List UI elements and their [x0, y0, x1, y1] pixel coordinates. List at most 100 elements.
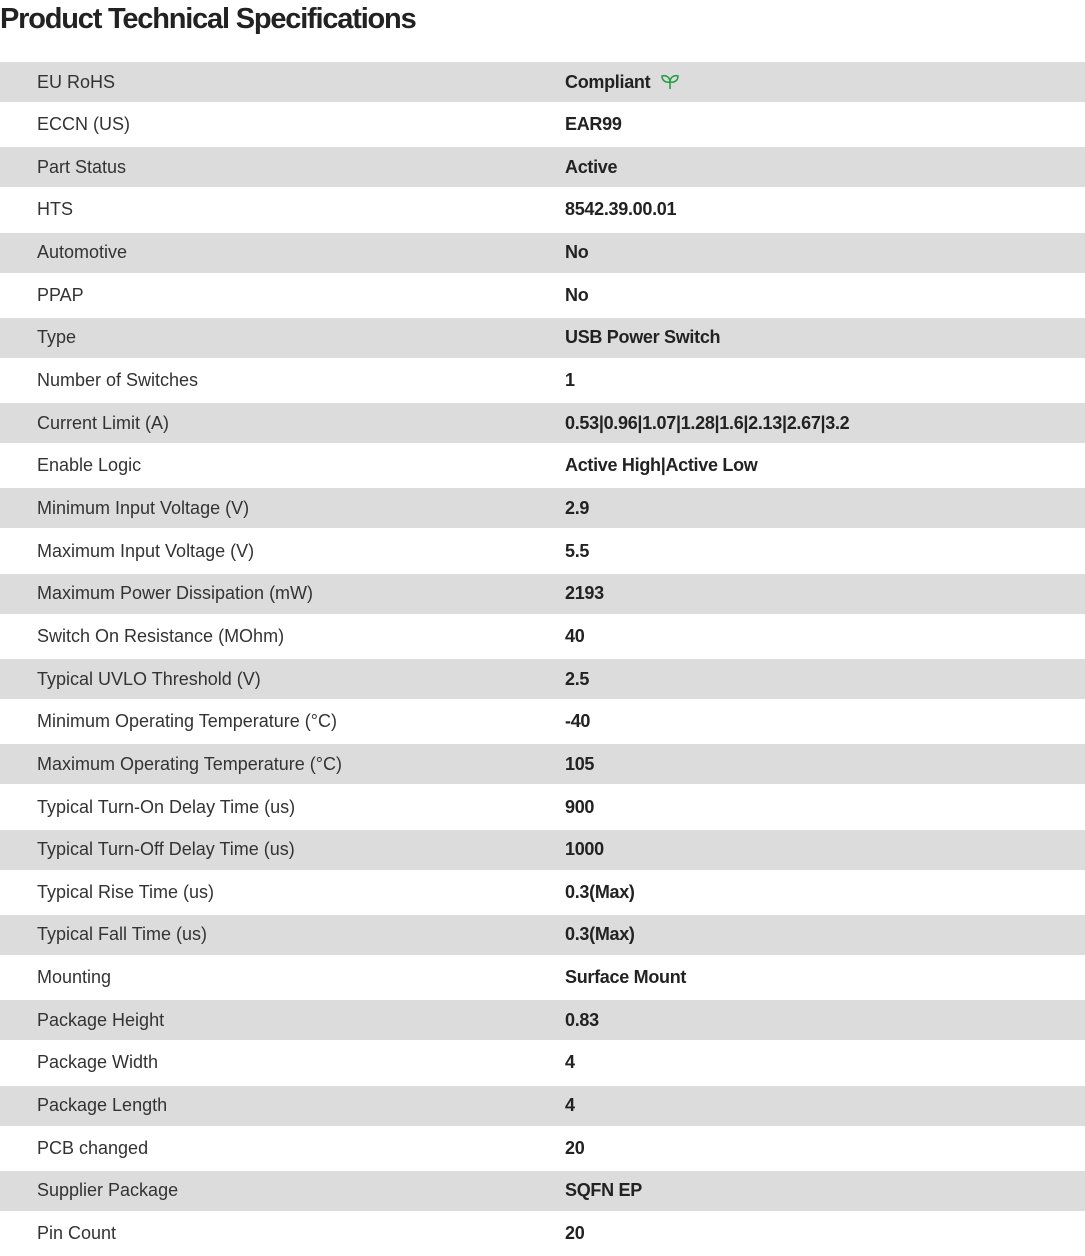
spec-label: ECCN (US): [37, 114, 130, 135]
spec-value-text: 20: [565, 1223, 585, 1243]
spec-label: Maximum Operating Temperature (°C): [37, 753, 342, 774]
spec-label: Type: [37, 327, 77, 348]
spec-value-text: 2193: [565, 583, 604, 604]
spec-value: Compliant: [565, 72, 680, 93]
spec-value-text: No: [565, 242, 589, 263]
spec-value-text: 0.83: [565, 1009, 599, 1030]
spec-row: Typical Fall Time (us) 0.3(Max): [0, 914, 1085, 955]
spec-value-text: 4: [565, 1052, 575, 1073]
spec-value: USB Power Switch: [565, 327, 721, 348]
spec-value: 105: [565, 754, 594, 775]
page-title: Product Technical Specifications: [0, 3, 417, 35]
spec-value-text: 105: [565, 753, 595, 774]
spec-row: Minimum Operating Temperature (°C) -40: [0, 699, 1085, 744]
spec-value: 0.83: [565, 1010, 599, 1031]
spec-label: PPAP: [37, 284, 84, 305]
spec-value: 2.5: [565, 669, 589, 690]
spec-value: No: [565, 242, 589, 263]
spec-value-text: -40: [565, 711, 591, 732]
spec-row: ECCN (US) EAR99: [0, 102, 1085, 147]
spec-value-text: 0.3(Max): [565, 881, 635, 902]
spec-value: 0.53|0.96|1.07|1.28|1.6|2.13|2.67|3.2: [565, 412, 850, 434]
spec-row: Switch On Resistance (MOhm) 40: [0, 614, 1085, 659]
spec-value: 20: [565, 1137, 585, 1159]
spec-label: EU RoHS: [37, 71, 116, 92]
spec-label: Typical UVLO Threshold (V): [37, 668, 261, 689]
spec-value-text: 40: [565, 625, 585, 646]
spec-label: HTS: [37, 199, 73, 220]
spec-label: Number of Switches: [37, 370, 199, 391]
spec-value: 5.5: [565, 541, 589, 562]
spec-value-text: 4: [565, 1095, 575, 1116]
spec-value: 40: [565, 625, 585, 647]
spec-label: Pin Count: [37, 1223, 117, 1243]
spec-label: Maximum Power Dissipation (mW): [37, 583, 314, 604]
spec-row: Enable Logic Active High|Active Low: [0, 443, 1085, 488]
spec-value-text: 0.53|0.96|1.07|1.28|1.6|2.13|2.67|3.2: [565, 412, 850, 433]
spec-value-text: SQFN EP: [565, 1180, 642, 1201]
spec-row: Maximum Input Voltage (V) 5.5: [0, 528, 1085, 573]
spec-row: EU RoHS Compliant: [0, 62, 1085, 102]
spec-value: EAR99: [565, 114, 622, 135]
spec-table: EU RoHS Compliant ECCN (US) EAR99 Part Statu…: [0, 62, 1085, 1256]
spec-label: Current Limit (A): [37, 412, 170, 433]
spec-value: 0.3(Max): [565, 924, 635, 945]
spec-label: Enable Logic: [37, 455, 142, 476]
spec-row: Minimum Input Voltage (V) 2.9: [0, 488, 1085, 529]
spec-value-text: 1: [565, 370, 575, 391]
spec-row: PCB changed 20: [0, 1126, 1085, 1171]
spec-value: 1: [565, 370, 575, 391]
spec-label: Package Width: [37, 1052, 159, 1073]
spec-value: 2.9: [565, 498, 589, 519]
spec-row: Number of Switches 1: [0, 358, 1085, 403]
spec-row: Typical Turn-Off Delay Time (us) 1000: [0, 829, 1085, 870]
spec-row: Typical Rise Time (us) 0.3(Max): [0, 870, 1085, 915]
spec-row: Maximum Power Dissipation (mW) 2193: [0, 573, 1085, 614]
spec-value-text: 2.9: [565, 497, 590, 518]
spec-row: Package Height 0.83: [0, 1000, 1085, 1041]
spec-value: SQFN EP: [565, 1180, 642, 1201]
spec-value: 0.3(Max): [565, 882, 635, 903]
spec-row: Typical Turn-On Delay Time (us) 900: [0, 784, 1085, 829]
spec-value: Active: [565, 157, 618, 178]
spec-label: Mounting: [37, 967, 112, 988]
spec-row: Package Width 4: [0, 1040, 1085, 1085]
spec-value-text: Active High|Active Low: [565, 455, 758, 476]
spec-label: Package Length: [37, 1095, 168, 1116]
spec-row: Maximum Operating Temperature (°C) 105: [0, 744, 1085, 785]
spec-value: -40: [565, 711, 590, 732]
spec-value: 900: [565, 797, 594, 818]
spec-value: 4: [565, 1052, 575, 1073]
spec-row: Current Limit (A) 0.53|0.96|1.07|1.28|1.6…: [0, 403, 1085, 444]
spec-value-text: 2.5: [565, 668, 590, 689]
spec-value-text: EAR99: [565, 114, 622, 135]
spec-value: No: [565, 285, 589, 306]
spec-row: HTS 8542.39.00.01: [0, 187, 1085, 232]
leaf-icon: [661, 74, 680, 89]
spec-value-text: 20: [565, 1137, 585, 1158]
spec-label: Maximum Input Voltage (V): [37, 540, 255, 561]
spec-value-text: USB Power Switch: [565, 327, 721, 348]
spec-value: 4: [565, 1095, 575, 1116]
spec-value: 1000: [565, 839, 604, 860]
spec-row: Mounting Surface Mount: [0, 955, 1085, 1000]
spec-label: Automotive: [37, 242, 128, 263]
spec-row: PPAP No: [0, 273, 1085, 318]
spec-label: Minimum Input Voltage (V): [37, 497, 250, 518]
spec-row: Package Length 4: [0, 1085, 1085, 1126]
spec-value-text: 8542.39.00.01: [565, 199, 677, 220]
spec-value-text: Compliant: [565, 71, 651, 92]
spec-row: Pin Count 20: [0, 1211, 1085, 1256]
spec-row: Part Status Active: [0, 147, 1085, 188]
spec-value-text: 5.5: [565, 540, 590, 561]
spec-row: Supplier Package SQFN EP: [0, 1170, 1085, 1211]
spec-row: Type USB Power Switch: [0, 317, 1085, 358]
spec-row: Automotive No: [0, 232, 1085, 273]
spec-label: Typical Fall Time (us): [37, 924, 208, 945]
spec-label: Supplier Package: [37, 1180, 179, 1201]
spec-value-text: 0.3(Max): [565, 924, 635, 945]
spec-label: Package Height: [37, 1009, 165, 1030]
spec-value-text: 900: [565, 796, 595, 817]
spec-row: Typical UVLO Threshold (V) 2.5: [0, 659, 1085, 700]
spec-value: Active High|Active Low: [565, 455, 758, 476]
